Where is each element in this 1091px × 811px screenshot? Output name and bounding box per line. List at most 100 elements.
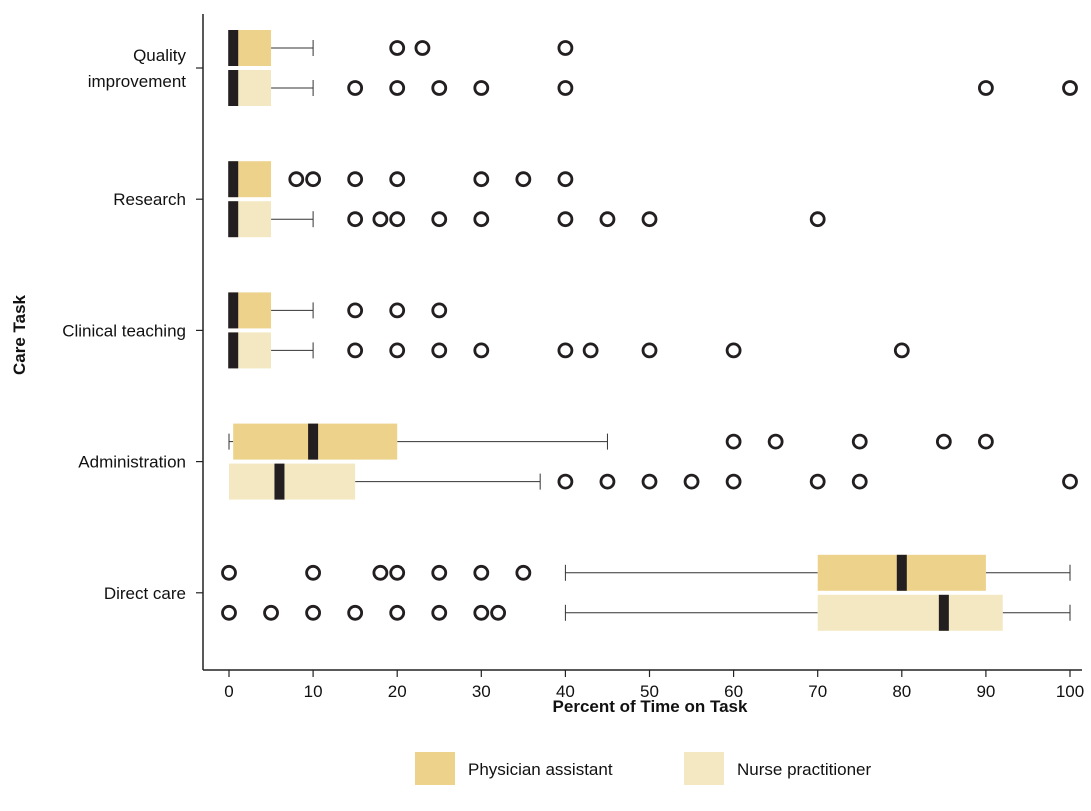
outlier-point: [557, 342, 574, 359]
outlier-point: [599, 473, 616, 490]
outlier-point: [389, 80, 406, 96]
x-tick-label: 10: [304, 682, 323, 701]
box-np: [228, 201, 826, 238]
median-bar: [938, 594, 949, 631]
box-pa: [228, 292, 448, 329]
outlier-point: [809, 211, 826, 228]
outlier-point: [372, 564, 389, 581]
box-pa: [228, 30, 574, 66]
outlier-point: [389, 604, 406, 621]
outlier-point: [389, 40, 406, 56]
outlier-point: [809, 473, 826, 490]
outlier-point: [305, 171, 322, 188]
outlier-point: [641, 342, 658, 359]
outlier-point: [725, 473, 742, 490]
outlier-point: [1062, 80, 1078, 96]
outlier-point: [389, 342, 406, 359]
legend-label-pa: Physician assistant: [468, 760, 613, 779]
x-tick-label: 0: [224, 682, 233, 701]
box-np: [228, 332, 910, 369]
iqr-box: [817, 594, 1003, 631]
median-bar: [228, 332, 239, 369]
outlier-point: [557, 473, 574, 490]
outlier-point: [347, 342, 364, 359]
x-tick-label: 30: [472, 682, 491, 701]
x-tick-label: 60: [724, 682, 743, 701]
outlier-point: [347, 80, 364, 96]
outlier-point: [389, 211, 406, 228]
outlier-point: [221, 564, 237, 581]
outlier-point: [935, 433, 952, 450]
y-axis-title: Care Task: [10, 294, 29, 375]
outlier-point: [725, 342, 742, 359]
outlier-point: [851, 473, 868, 490]
plot-area: [221, 30, 1078, 631]
outlier-point: [641, 211, 658, 228]
outlier-point: [263, 604, 279, 621]
outlier-point: [557, 40, 574, 56]
outlier-point: [683, 473, 700, 490]
median-bar: [228, 201, 239, 238]
box-pa: [228, 423, 994, 460]
outlier-point: [431, 302, 448, 319]
outlier-point: [978, 433, 994, 450]
outlier-point: [978, 80, 994, 96]
y-tick-label: Direct care: [104, 584, 186, 603]
outlier-point: [473, 80, 490, 96]
legend-swatch-np: [684, 752, 724, 785]
outlier-point: [305, 604, 322, 621]
outlier-point: [431, 604, 448, 621]
median-bar: [308, 423, 319, 460]
outlier-point: [473, 564, 490, 581]
x-tick-label: 90: [976, 682, 995, 701]
x-axis-title: Percent of Time on Task: [553, 697, 748, 716]
median-bar: [228, 292, 239, 329]
box-pa: [228, 161, 574, 198]
median-bar: [896, 554, 907, 591]
outlier-point: [725, 433, 742, 450]
outlier-point: [347, 302, 364, 319]
axes: 0 10 20 30 40 50 60 70 80 90 100 Quality improvement…: [62, 14, 1084, 701]
median-bar: [228, 70, 239, 106]
outlier-point: [582, 342, 599, 359]
outlier-point: [767, 433, 784, 450]
box-np: [229, 463, 1078, 500]
outlier-point: [389, 302, 406, 319]
outlier-point: [372, 211, 389, 228]
y-tick-label: Administration: [78, 453, 186, 472]
legend-label-np: Nurse practitioner: [737, 760, 872, 779]
box-np: [228, 70, 1078, 106]
y-tick-label: Quality improvement: [88, 46, 187, 91]
outlier-point: [641, 473, 658, 490]
outlier-point: [414, 40, 431, 56]
outlier-point: [599, 211, 616, 228]
outlier-point: [515, 171, 532, 188]
outlier-point: [473, 171, 490, 188]
outlier-point: [851, 433, 868, 450]
x-tick-label: 70: [808, 682, 827, 701]
x-tick-label: 80: [892, 682, 911, 701]
outlier-point: [557, 171, 574, 188]
outlier-point: [431, 564, 448, 581]
outlier-point: [221, 604, 237, 621]
y-tick-label: Research: [113, 190, 186, 209]
outlier-point: [473, 211, 490, 228]
x-tick-label: 100: [1056, 682, 1084, 701]
legend-swatch-pa: [415, 752, 455, 785]
outlier-point: [557, 80, 574, 96]
median-bar: [228, 30, 239, 66]
outlier-point: [431, 342, 448, 359]
box-np: [221, 594, 1071, 631]
outlier-point: [557, 211, 574, 228]
outlier-point: [431, 80, 448, 96]
outlier-point: [347, 171, 364, 188]
median-bar: [274, 463, 285, 500]
outlier-point: [347, 211, 364, 228]
outlier-point: [893, 342, 910, 359]
outlier-point: [389, 171, 406, 188]
y-tick-label: Clinical teaching: [62, 321, 186, 340]
x-tick-label: 50: [640, 682, 659, 701]
box-pa: [221, 554, 1071, 591]
outlier-point: [473, 604, 490, 621]
